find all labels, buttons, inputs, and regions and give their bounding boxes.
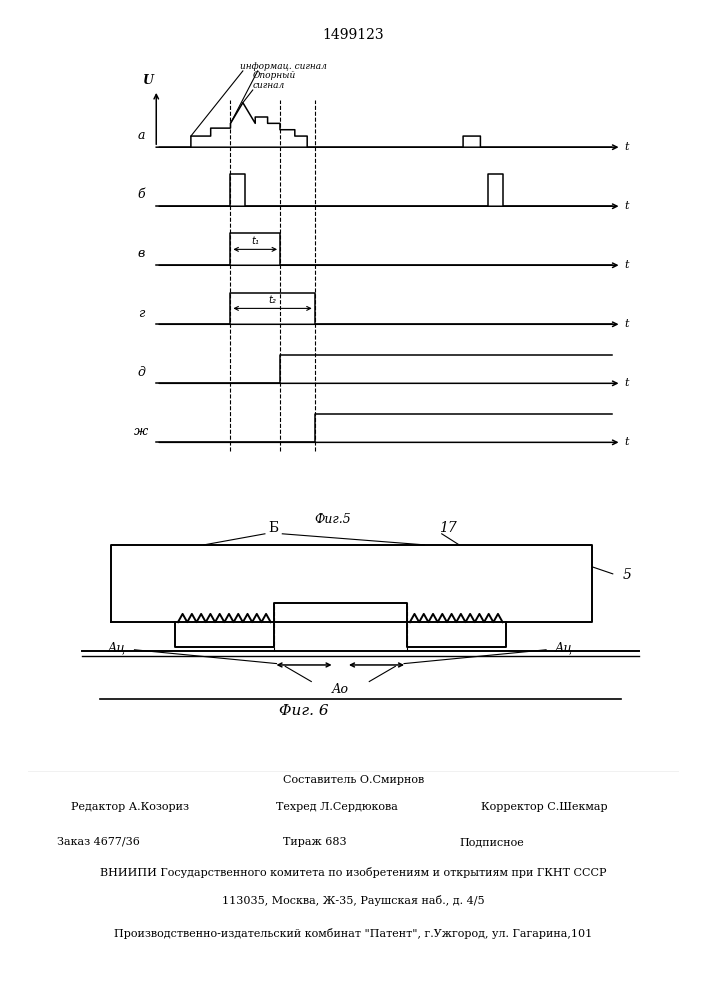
- Text: ВНИИПИ Государственного комитета по изобретениям и открытиям при ГКНТ СССР: ВНИИПИ Государственного комитета по изоб…: [100, 867, 607, 878]
- Text: t₂: t₂: [269, 295, 276, 305]
- Text: Составитель О.Смирнов: Составитель О.Смирнов: [283, 775, 424, 785]
- Text: U: U: [144, 74, 154, 87]
- Text: Б: Б: [269, 521, 279, 535]
- Text: б: б: [138, 188, 145, 201]
- Text: t₁: t₁: [252, 236, 259, 246]
- Text: ж: ж: [134, 425, 148, 438]
- Text: Заказ 4677/36: Заказ 4677/36: [57, 837, 139, 847]
- Text: t: t: [624, 437, 629, 447]
- Text: Производственно-издательский комбинат "Патент", г.Ужгород, ул. Гагарина,101: Производственно-издательский комбинат "П…: [115, 928, 592, 939]
- Text: t: t: [624, 260, 629, 270]
- Text: Ац: Ац: [554, 642, 573, 655]
- Text: Редактор А.Козориз: Редактор А.Козориз: [71, 802, 189, 812]
- Text: г: г: [138, 307, 145, 320]
- Text: д: д: [137, 366, 146, 379]
- Text: t: t: [624, 378, 629, 388]
- Text: t: t: [624, 142, 629, 152]
- Text: t: t: [624, 201, 629, 211]
- Text: Тираж 683: Тираж 683: [283, 837, 346, 847]
- Text: а: а: [138, 129, 145, 142]
- Text: 113035, Москва, Ж-35, Раушская наб., д. 4/5: 113035, Москва, Ж-35, Раушская наб., д. …: [222, 895, 485, 906]
- Text: информац. сигнал: информац. сигнал: [240, 62, 327, 71]
- Text: t: t: [624, 319, 629, 329]
- Text: Подписное: Подписное: [460, 837, 525, 847]
- Text: Опорный
сигнал: Опорный сигнал: [253, 71, 296, 90]
- Text: Фиг.5: Фиг.5: [314, 513, 351, 526]
- Text: Техред Л.Сердюкова: Техред Л.Сердюкова: [276, 802, 397, 812]
- Text: Ао: Ао: [332, 683, 349, 696]
- Text: в: в: [138, 247, 145, 260]
- Text: 1499123: 1499123: [322, 28, 385, 42]
- Text: Корректор С.Шекмар: Корректор С.Шекмар: [481, 802, 607, 812]
- Text: 17: 17: [438, 521, 457, 535]
- Text: Φиг. 6: Φиг. 6: [279, 704, 329, 718]
- Text: 5: 5: [623, 568, 631, 582]
- Text: Ац: Ац: [108, 642, 127, 655]
